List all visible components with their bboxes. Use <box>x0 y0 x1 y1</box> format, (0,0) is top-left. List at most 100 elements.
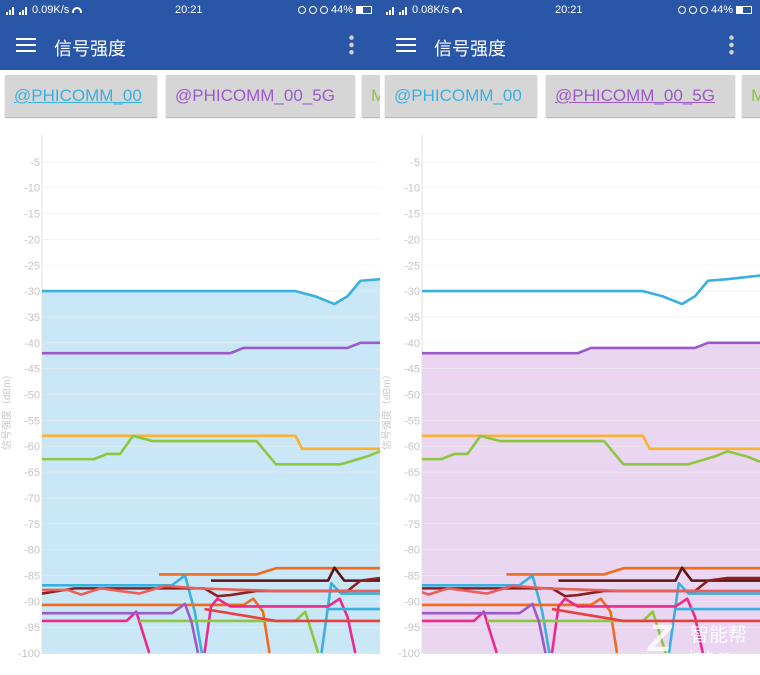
signal-series-line <box>422 434 760 451</box>
signal-series-line <box>42 610 151 654</box>
highlight-fill <box>42 279 380 654</box>
y-tick-label: -55 <box>404 415 420 427</box>
phone-right: 0.08K/s 20:21 44% 信号强度 @PHICOMM_00 @PHIC… <box>380 0 760 675</box>
watermark-name: 智能帮 <box>690 625 748 646</box>
y-tick-label: -90 <box>24 596 40 608</box>
y-tick-label: -80 <box>24 545 40 557</box>
y-tick-label: -100 <box>398 648 420 660</box>
signal-series-line <box>550 597 705 654</box>
y-tick-label: -35 <box>24 312 40 324</box>
clock: 20:21 <box>175 4 203 16</box>
battery-icon <box>736 6 752 15</box>
clock: 20:21 <box>555 4 583 16</box>
y-tick-label: -90 <box>404 596 420 608</box>
y-tick-label: -20 <box>24 234 40 246</box>
hamburger-icon[interactable] <box>16 38 36 52</box>
signal-series-line <box>320 581 380 654</box>
signal-icon <box>19 5 29 15</box>
signal-series-line <box>42 584 380 596</box>
signal-chart: -5 -10 -15 -20 -25 -30 -35 -40 -45 -50 -55 -60 -65 -7… <box>18 135 380 660</box>
y-tick-label: -65 <box>404 467 420 479</box>
alarm-icon <box>319 6 328 15</box>
y-tick-label: -50 <box>404 390 420 402</box>
hamburger-icon[interactable] <box>396 38 416 52</box>
signal-series-line <box>667 581 760 654</box>
y-tick-label: -60 <box>24 441 40 453</box>
y-tick-label: -85 <box>404 570 420 582</box>
battery-level: 44% <box>710 4 733 16</box>
tab-third-network[interactable]: M <box>362 75 380 117</box>
watermark-logo: Z <box>648 618 672 660</box>
status-icons: 44% <box>297 4 372 16</box>
tab-phicomm-00[interactable]: @PHICOMM_00 <box>385 75 537 117</box>
signal-series-line <box>422 341 760 355</box>
network-tabs: @PHICOMM_00 @PHICOMM_00_5G M <box>0 75 380 119</box>
signal-chart: -5 -10 -15 -20 -25 -30 -35 -40 -45 -50 -55 -60 -65 -7… <box>398 135 760 660</box>
tab-phicomm-00-5g[interactable]: @PHICOMM_00_5G <box>166 75 355 117</box>
y-tick-label: -50 <box>24 390 40 402</box>
y-tick-label: -60 <box>404 441 420 453</box>
signal-series-line <box>551 607 760 623</box>
signal-series-line <box>42 277 380 306</box>
signal-series-line <box>422 434 760 466</box>
y-axis-label: 信号强度（dBm） <box>2 369 13 450</box>
bluetooth-icon <box>677 6 686 15</box>
page-title: 信号强度 <box>54 39 126 59</box>
more-vert-icon[interactable] <box>729 34 734 56</box>
signal-series-line <box>422 274 760 306</box>
toolbar: 信号强度 <box>380 22 760 70</box>
page-title: 信号强度 <box>434 39 506 59</box>
signal-series-line <box>422 597 619 654</box>
signal-series-line <box>159 566 380 576</box>
y-tick-label: -55 <box>24 415 40 427</box>
y-tick-label: -20 <box>404 234 420 246</box>
signal-series-line <box>422 576 760 598</box>
bluetooth-icon <box>297 6 306 15</box>
y-axis-label: 信号强度（dBm） <box>382 369 393 450</box>
y-tick-label: -80 <box>404 545 420 557</box>
tab-third-network[interactable]: M <box>742 75 760 117</box>
y-tick-label: -25 <box>24 260 40 272</box>
signal-series-line <box>204 607 380 623</box>
status-bar: 0.08K/s 20:21 44% <box>380 0 760 22</box>
signal-series-line <box>42 434 380 451</box>
signal-series-line <box>42 434 380 466</box>
signal-icon <box>386 5 396 15</box>
signal-series-line <box>506 566 760 576</box>
status-icons: 44% <box>677 4 752 16</box>
toolbar: 信号强度 <box>0 22 380 70</box>
y-tick-label: -95 <box>24 622 40 634</box>
network-tabs: @PHICOMM_00 @PHICOMM_00_5G M <box>380 75 760 119</box>
y-tick-label: -70 <box>24 493 40 505</box>
y-tick-label: -95 <box>404 622 420 634</box>
signal-series-line <box>42 602 200 654</box>
y-tick-label: -40 <box>404 338 420 350</box>
wifi-icon <box>72 7 83 14</box>
y-tick-label: -10 <box>24 183 40 195</box>
alarm-icon <box>699 6 708 15</box>
tab-phicomm-00[interactable]: @PHICOMM_00 <box>5 75 157 117</box>
y-tick-label: -35 <box>404 312 420 324</box>
status-bar: 0.09K/s 20:21 44% <box>0 0 380 22</box>
signal-series-line <box>42 597 271 654</box>
y-tick-label: -45 <box>24 364 40 376</box>
phone-left: 0.09K/s 20:21 44% 信号强度 @PHICOMM_00 @PHIC… <box>0 0 380 660</box>
y-tick-label: -65 <box>24 467 40 479</box>
mute-icon <box>688 6 697 15</box>
signal-icon <box>6 5 16 15</box>
more-vert-icon[interactable] <box>349 34 354 56</box>
signal-series-line <box>422 610 498 654</box>
battery-level: 44% <box>330 4 353 16</box>
signal-icon <box>399 5 409 15</box>
y-tick-label: -70 <box>404 493 420 505</box>
signal-series-line <box>139 610 320 654</box>
signal-series-line <box>42 574 204 654</box>
signal-series-line <box>203 597 357 654</box>
tab-phicomm-00-5g[interactable]: @PHICOMM_00_5G <box>546 75 735 117</box>
y-tick-label: -45 <box>404 364 420 376</box>
y-tick-label: -25 <box>404 260 420 272</box>
signal-series-line <box>487 610 667 654</box>
y-tick-label: -85 <box>24 570 40 582</box>
y-tick-label: -15 <box>404 209 420 221</box>
y-tick-label: -5 <box>30 157 40 169</box>
